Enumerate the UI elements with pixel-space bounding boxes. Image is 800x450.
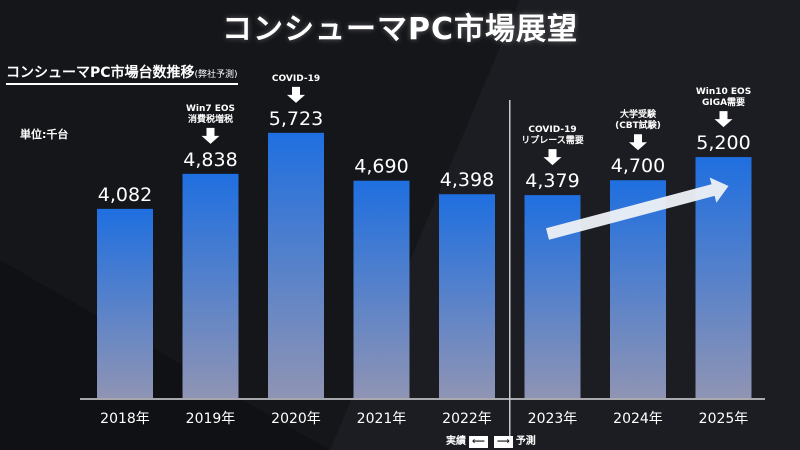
value-label: 4,379 [525,170,579,192]
trend-arrow-icon [546,177,729,240]
legend-forecast: 予測 [515,436,536,447]
value-label: 4,082 [98,184,152,206]
value-label: 4,838 [183,149,237,171]
value-label: 5,200 [696,132,750,154]
annotation-text: COVID-19 [272,74,320,84]
legend-actual: 実績 [446,436,466,447]
down-arrow-icon [629,134,647,151]
actual-forecast-legend: 実績 ⟵ ⟶ 予測 [446,432,536,448]
bar-2020年 [268,132,324,398]
annotation-text: GIGA需要 [702,97,745,108]
annotation-text: 大学受験 [620,108,657,120]
x-tick-label: 2018年 [100,411,150,427]
bar-2021年 [353,180,410,398]
x-tick-label: 2025年 [699,411,749,427]
value-label: 4,398 [440,169,494,191]
legend-left-arrow-icon: ⟵ [469,436,488,448]
page-title: コンシューマPC市場展望 [221,12,578,47]
down-arrow-icon [543,149,562,166]
annotation-text: Win10 EOS [696,87,751,97]
down-arrow-icon [201,127,220,144]
bar-2019年 [182,173,239,398]
x-tick-label: 2019年 [186,411,236,427]
down-arrow-icon [714,111,733,128]
chart-subtitle: コンシューマPC市場台数推移(弊社予測) [6,62,238,85]
down-arrow-icon [287,86,305,103]
x-tick-label: 2021年 [357,411,407,427]
annotation-text: 消費税増税 [188,113,233,125]
x-tick-label: 2023年 [528,411,578,427]
value-label: 4,690 [354,156,408,178]
subtitle-text: コンシューマPC市場台数推移 [6,65,195,81]
bar-2022年 [439,194,495,398]
x-tick-label: 2020年 [271,411,321,427]
annotation-text: リプレース需要 [521,134,584,146]
value-label: 5,723 [269,108,323,130]
annotation-text: Win7 EOS [186,104,235,114]
legend-right-arrow-icon: ⟶ [493,436,513,448]
x-tick-label: 2022年 [442,411,492,427]
subtitle-note: (弊社予測) [194,70,238,80]
x-tick-label: 2024年 [613,411,663,427]
unit-label: 単位:千台 [20,128,69,141]
value-label: 4,700 [611,155,665,177]
annotation-text: (CBT試験) [615,119,661,131]
bar-2018年 [97,208,153,398]
annotation-text: COVID-19 [528,125,576,135]
